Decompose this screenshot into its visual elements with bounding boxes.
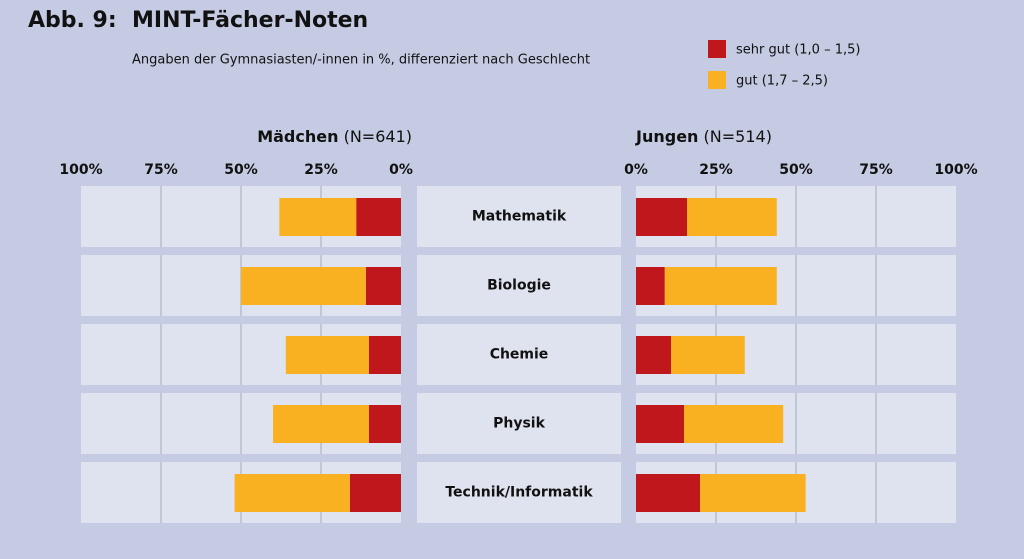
bar-segment — [636, 474, 700, 512]
x-tick-label: 100% — [934, 162, 977, 178]
panel-note: (N=514) — [704, 127, 772, 146]
category-label: Physik — [493, 416, 545, 432]
bar-segment — [636, 198, 688, 236]
legend-swatch — [708, 71, 726, 89]
category-box — [417, 393, 621, 454]
category-box — [417, 462, 621, 523]
category-box — [417, 324, 621, 385]
category-box — [417, 255, 621, 316]
bar-segment — [636, 405, 684, 443]
bar-segment — [684, 405, 784, 443]
bar-segment — [349, 474, 401, 512]
x-tick-label: 25% — [304, 162, 338, 178]
bar-segment — [664, 267, 777, 305]
bar-segment — [636, 267, 665, 305]
bar-segment — [279, 198, 357, 236]
category-label: Technik/Informatik — [445, 485, 593, 501]
category-label: Mathematik — [472, 209, 567, 225]
bar-segment — [369, 336, 401, 374]
bar-segment — [365, 267, 401, 305]
bar-segment — [285, 336, 369, 374]
x-tick-label: 0% — [624, 162, 648, 178]
bar-segment — [687, 198, 777, 236]
bar-segment — [356, 198, 401, 236]
bar-segment — [700, 474, 806, 512]
x-tick-label: 50% — [224, 162, 258, 178]
legend-label: sehr gut (1,0 – 1,5) — [736, 43, 860, 58]
x-tick-label: 50% — [779, 162, 813, 178]
category-box — [417, 186, 621, 247]
panel-title: Jungen (N=514) — [635, 127, 772, 146]
x-tick-label: 0% — [389, 162, 413, 178]
x-tick-label: 75% — [144, 162, 178, 178]
panel-name: Jungen — [635, 127, 698, 146]
bar-segment — [273, 405, 369, 443]
legend-label: gut (1,7 – 2,5) — [736, 74, 828, 89]
figure-label: Abb. 9: — [28, 8, 117, 33]
category-label: Biologie — [487, 278, 551, 294]
panel-title: Mädchen (N=641) — [257, 127, 412, 146]
chart-title: MINT-Fächer-Noten — [132, 8, 368, 33]
category-label: Chemie — [490, 347, 549, 363]
x-tick-label: 25% — [699, 162, 733, 178]
bar-segment — [234, 474, 350, 512]
x-tick-label: 75% — [859, 162, 893, 178]
panel-note: (N=641) — [344, 127, 412, 146]
bar-segment — [636, 336, 672, 374]
bar-segment — [369, 405, 401, 443]
panel-name: Mädchen — [257, 127, 338, 146]
legend-swatch — [708, 40, 726, 58]
bar-segment — [241, 267, 366, 305]
bar-segment — [671, 336, 745, 374]
x-tick-label: 100% — [59, 162, 102, 178]
chart-subtitle: Angaben der Gymnasiasten/-innen in %, di… — [132, 53, 590, 68]
